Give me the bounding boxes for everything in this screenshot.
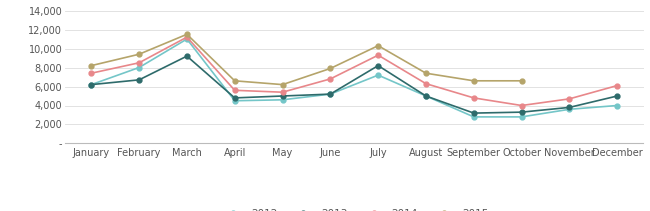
2013 (183, 55, 191, 57)
2014 (470, 97, 478, 99)
2013 (422, 95, 430, 97)
2014 (326, 78, 334, 80)
Line: 2015: 2015 (89, 32, 524, 87)
2013 (517, 111, 525, 113)
Line: 2014: 2014 (89, 35, 619, 108)
2012 (566, 108, 573, 111)
2012 (374, 74, 382, 76)
Legend: 2012, 2013, 2014, 2015: 2012, 2013, 2014, 2015 (216, 204, 493, 211)
2015 (326, 67, 334, 70)
2013 (326, 93, 334, 95)
2012 (422, 95, 430, 97)
2013 (87, 83, 95, 86)
2013 (135, 78, 143, 81)
2015 (231, 80, 239, 82)
2015 (183, 33, 191, 35)
2014 (422, 82, 430, 85)
2015 (422, 72, 430, 74)
2013 (279, 95, 287, 97)
2012 (470, 116, 478, 118)
2012 (87, 83, 95, 86)
2013 (231, 97, 239, 99)
2013 (614, 95, 621, 97)
2012 (326, 93, 334, 95)
2015 (279, 83, 287, 86)
2012 (135, 66, 143, 69)
2012 (517, 116, 525, 118)
2014 (183, 36, 191, 38)
2014 (614, 84, 621, 87)
2013 (470, 112, 478, 114)
2015 (470, 80, 478, 82)
2014 (279, 91, 287, 93)
2014 (517, 104, 525, 107)
2014 (135, 61, 143, 64)
2015 (374, 44, 382, 47)
Line: 2012: 2012 (89, 37, 619, 119)
2015 (135, 53, 143, 55)
2012 (279, 99, 287, 101)
2012 (231, 99, 239, 102)
2013 (374, 64, 382, 67)
2014 (231, 89, 239, 92)
2014 (87, 72, 95, 74)
Line: 2013: 2013 (89, 54, 619, 116)
2015 (87, 64, 95, 67)
2015 (517, 80, 525, 82)
2014 (374, 54, 382, 56)
2014 (566, 97, 573, 100)
2012 (614, 104, 621, 107)
2013 (566, 106, 573, 109)
2012 (183, 38, 191, 40)
